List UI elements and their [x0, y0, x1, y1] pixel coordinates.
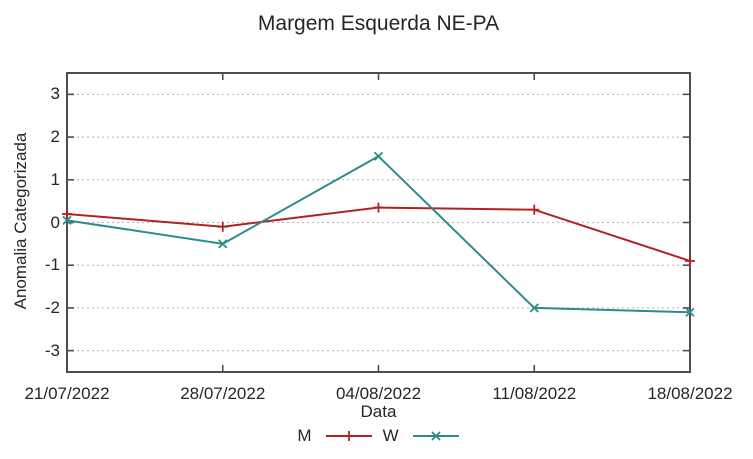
- y-tick-label: 3: [50, 84, 60, 104]
- legend-marker-M: [343, 431, 354, 441]
- series-M-marker-4: [685, 255, 695, 266]
- y-tick-label: 2: [50, 127, 60, 147]
- y-tick-label: -3: [44, 340, 60, 360]
- y-tick-label: -2: [44, 297, 60, 317]
- legend-label: W: [382, 426, 399, 445]
- x-tick-label: 21/07/2022: [24, 384, 110, 403]
- series-W-marker-3: [529, 303, 539, 313]
- legend-marker-W: [430, 431, 441, 441]
- legend-sample-W: [412, 431, 459, 441]
- series-W-marker-4: [685, 307, 695, 317]
- legend-item-M: M: [297, 426, 372, 446]
- legend-item-W: W: [383, 426, 460, 446]
- x-tick-label: 28/07/2022: [180, 384, 266, 403]
- series-W-marker-1: [218, 239, 228, 249]
- series-M-marker-0: [62, 208, 72, 219]
- x-tick-label: 04/08/2022: [335, 384, 422, 403]
- x-axis-title: Data: [360, 402, 397, 421]
- x-tick-label: 11/08/2022: [492, 384, 577, 403]
- chart-title: Margem Esquerda NE-PA: [257, 12, 500, 35]
- legend-label: M: [297, 426, 312, 445]
- y-tick-label: 1: [50, 169, 60, 189]
- y-tick-label: -1: [44, 255, 60, 275]
- series-W-marker-0: [62, 215, 72, 226]
- legend-sample-M: [325, 431, 372, 441]
- series-W-marker-2: [373, 151, 384, 161]
- plot-border: [66, 72, 691, 373]
- y-tick-label: 0: [50, 212, 60, 232]
- x-tick-label: 18/08/2022: [647, 384, 733, 403]
- series-M-marker-1: [217, 221, 228, 232]
- series-M-marker-3: [529, 204, 540, 215]
- series-M-marker-2: [373, 202, 384, 213]
